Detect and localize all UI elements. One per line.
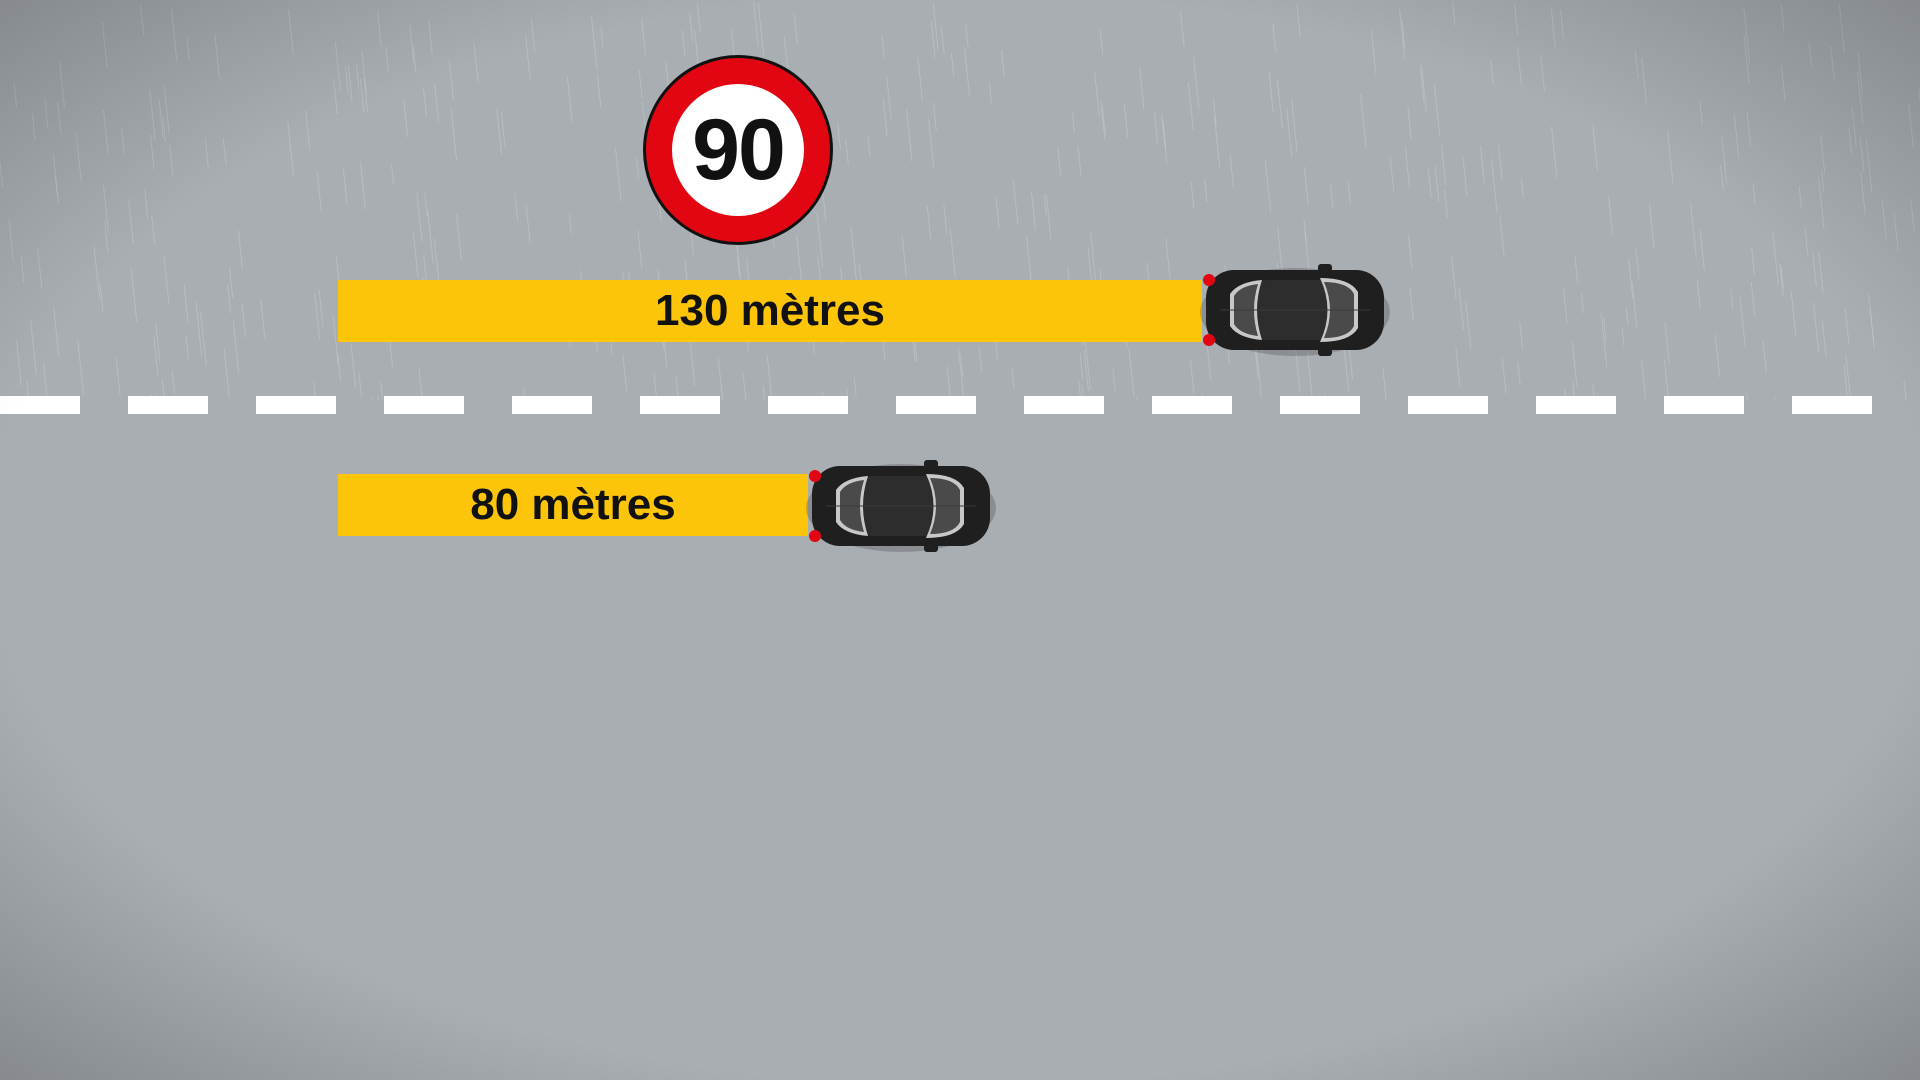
diagram-stage: 90 130 mètres 80 mètres bbox=[0, 0, 1920, 1080]
distance-bar-top-label: 130 mètres bbox=[655, 286, 885, 336]
lane-dash bbox=[896, 396, 976, 414]
lane-dash bbox=[1792, 396, 1872, 414]
car-icon-bottom bbox=[806, 456, 996, 556]
lane-dash bbox=[128, 396, 208, 414]
lane-dash bbox=[1536, 396, 1616, 414]
lane-dash bbox=[1408, 396, 1488, 414]
lane-dash bbox=[768, 396, 848, 414]
lane-dash bbox=[1152, 396, 1232, 414]
lane-dash bbox=[512, 396, 592, 414]
lane-dash bbox=[1280, 396, 1360, 414]
lane-dash bbox=[256, 396, 336, 414]
distance-bar-top: 130 mètres bbox=[338, 280, 1202, 342]
distance-bar-bottom: 80 mètres bbox=[338, 474, 808, 536]
distance-bar-bottom-label: 80 mètres bbox=[470, 480, 675, 530]
car-icon-top bbox=[1200, 260, 1390, 360]
lane-dash bbox=[640, 396, 720, 414]
lane-dash bbox=[1664, 396, 1744, 414]
lane-dash bbox=[0, 396, 80, 414]
lane-dash bbox=[384, 396, 464, 414]
lane-center-line bbox=[0, 396, 1920, 414]
speed-limit-sign-inner: 90 bbox=[672, 84, 804, 216]
lane-dash bbox=[1024, 396, 1104, 414]
speed-limit-value: 90 bbox=[692, 101, 784, 200]
speed-limit-sign: 90 bbox=[643, 55, 833, 245]
